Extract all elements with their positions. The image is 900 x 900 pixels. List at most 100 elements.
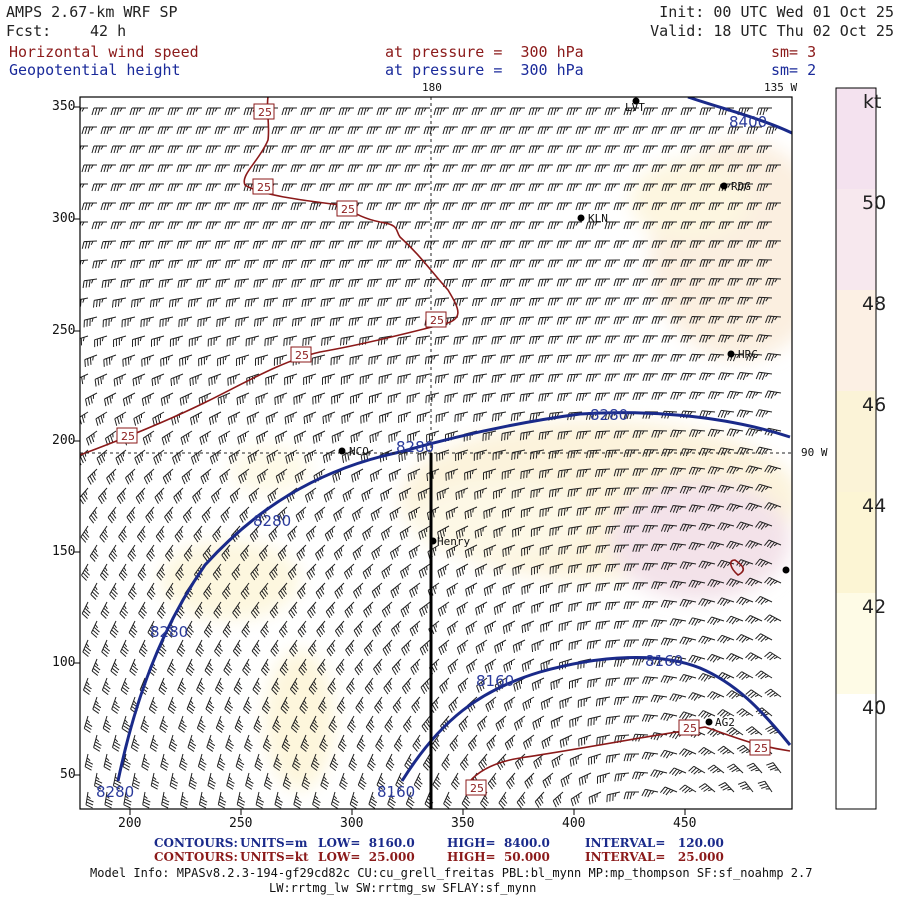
wind-barb bbox=[139, 278, 155, 288]
wind-barb bbox=[300, 145, 316, 154]
wind-barb bbox=[305, 525, 317, 542]
colorbar-unit: kt bbox=[863, 91, 881, 113]
height-contours bbox=[116, 97, 792, 782]
wind-barb bbox=[233, 677, 243, 695]
wind-barb bbox=[699, 334, 716, 343]
wind-barb bbox=[642, 676, 659, 685]
wind-barb bbox=[265, 373, 279, 386]
wind-barb bbox=[547, 145, 563, 154]
wind-barb bbox=[141, 392, 155, 406]
wind-barb bbox=[252, 164, 268, 173]
wind-barb bbox=[424, 791, 434, 809]
wind-barb bbox=[442, 126, 458, 135]
wind-barb bbox=[385, 164, 401, 173]
wind-barb bbox=[433, 259, 450, 268]
wind-barb bbox=[613, 430, 630, 439]
wind-barb bbox=[689, 353, 706, 362]
wind-barb bbox=[689, 391, 706, 400]
speed-label-6: 25 bbox=[116, 427, 138, 444]
wind-barb bbox=[111, 696, 120, 714]
wind-barb bbox=[338, 221, 354, 230]
wind-barb bbox=[670, 240, 687, 249]
wind-barb bbox=[559, 696, 573, 709]
wind-barb bbox=[472, 335, 488, 345]
wind-barb bbox=[586, 639, 602, 650]
wind-barb bbox=[642, 524, 659, 533]
wind-barb bbox=[661, 145, 677, 154]
wind-barb bbox=[577, 658, 592, 670]
wind-barb bbox=[594, 202, 610, 211]
wind-barb bbox=[452, 183, 468, 192]
wind-barb bbox=[150, 772, 160, 790]
wind-barb bbox=[569, 753, 583, 767]
wind-barb bbox=[623, 715, 640, 724]
wind-barb bbox=[680, 372, 697, 381]
wind-barb bbox=[575, 316, 592, 325]
wind-barb bbox=[157, 202, 173, 211]
wind-barb bbox=[718, 221, 734, 230]
wind-barb bbox=[236, 354, 250, 367]
wind-barb bbox=[567, 449, 583, 459]
wind-barb bbox=[726, 353, 744, 362]
wind-barb bbox=[254, 753, 264, 771]
wind-barb bbox=[226, 772, 235, 790]
wind-barb bbox=[595, 582, 611, 592]
wind-barb bbox=[547, 107, 563, 116]
wind-barb bbox=[114, 411, 127, 426]
wind-barb bbox=[512, 525, 526, 538]
wind-barb bbox=[556, 354, 573, 364]
wind-barb bbox=[442, 240, 459, 249]
colorbar-frame bbox=[835, 87, 877, 810]
wind-barb bbox=[575, 126, 591, 135]
wind-barb bbox=[500, 354, 516, 364]
wind-barb bbox=[309, 126, 325, 135]
wind-barb bbox=[504, 734, 516, 751]
wind-barb bbox=[528, 145, 544, 154]
wind-barb bbox=[293, 791, 302, 809]
wind-barb bbox=[329, 278, 345, 288]
wind-barb bbox=[670, 202, 686, 211]
wind-barb bbox=[438, 639, 450, 655]
wind-barb bbox=[352, 544, 364, 561]
wind-barb bbox=[310, 278, 326, 288]
wind-barb bbox=[512, 639, 526, 653]
wind-barb bbox=[212, 563, 222, 581]
wind-barb bbox=[576, 582, 592, 593]
wind-barb bbox=[745, 502, 763, 512]
wind-barb bbox=[309, 715, 319, 733]
wind-barb bbox=[361, 487, 374, 502]
wind-barb bbox=[605, 753, 621, 764]
wind-barb bbox=[459, 753, 469, 771]
wind-barb bbox=[222, 620, 232, 638]
station-dot-edge bbox=[782, 566, 790, 574]
wind-barb bbox=[414, 183, 430, 192]
wind-barb bbox=[173, 487, 184, 504]
wind-barb bbox=[102, 715, 112, 733]
wind-barb bbox=[148, 183, 164, 192]
wind-barb bbox=[287, 563, 298, 581]
wind-barb bbox=[110, 658, 120, 676]
wind-barb bbox=[670, 354, 687, 362]
wind-barb bbox=[397, 373, 412, 385]
wind-barb bbox=[445, 506, 459, 520]
wind-barb bbox=[319, 259, 336, 269]
wind-barb bbox=[178, 715, 187, 733]
wind-barb bbox=[87, 468, 98, 485]
wind-barb bbox=[206, 259, 222, 269]
wind-barb bbox=[447, 658, 459, 675]
wind-barb bbox=[378, 373, 393, 385]
wind-barb bbox=[351, 468, 364, 483]
wind-barb bbox=[123, 791, 132, 809]
wind-barb bbox=[698, 410, 716, 419]
wind-barb bbox=[172, 449, 184, 465]
wind-barb bbox=[511, 487, 526, 499]
wind-barb bbox=[632, 582, 649, 590]
wind-barb bbox=[250, 601, 260, 619]
wind-barb bbox=[688, 466, 706, 475]
wind-barb bbox=[158, 677, 168, 695]
wind-barb bbox=[189, 373, 203, 387]
wind-barb bbox=[461, 278, 478, 287]
station-dot-henry bbox=[429, 537, 437, 545]
wind-barb bbox=[214, 639, 223, 657]
wind-barb bbox=[418, 525, 431, 540]
